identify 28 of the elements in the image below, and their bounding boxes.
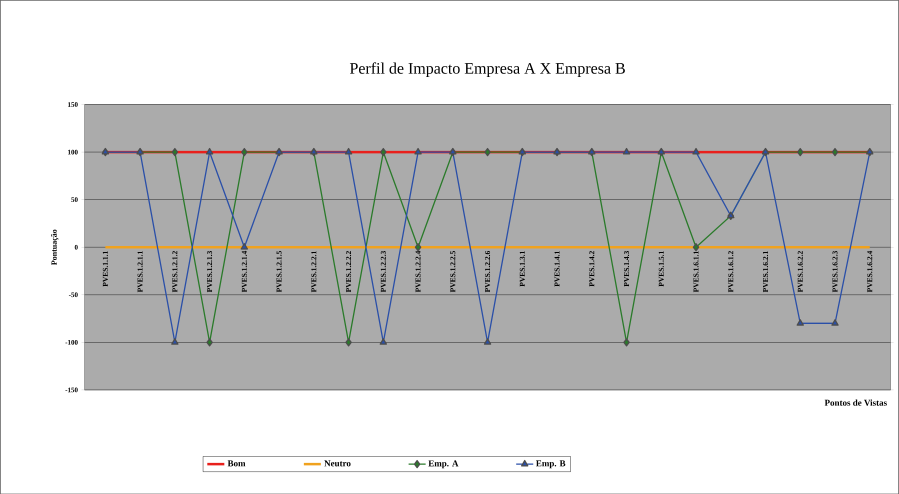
point (240, 242, 248, 250)
point (241, 148, 248, 156)
point (796, 148, 804, 156)
point (692, 242, 700, 252)
point (623, 338, 630, 346)
point (206, 338, 213, 346)
point (380, 338, 388, 345)
legend-label: Bom (228, 460, 246, 466)
x-axis-title: Pontos de Vistas (824, 399, 887, 406)
point (344, 148, 352, 154)
point (796, 318, 804, 326)
legend-label: Neutro (324, 460, 351, 466)
point (484, 148, 491, 156)
chart-title: Perfil de Impacto Empresa A X Empresa B (350, 62, 625, 77)
point (172, 148, 178, 156)
point (414, 242, 422, 252)
point (622, 148, 630, 154)
point (831, 318, 839, 326)
legend-label: Emp. A (428, 460, 458, 468)
point (380, 148, 387, 156)
legend-label: Emp. B (536, 460, 566, 468)
point (484, 338, 492, 345)
point (345, 338, 352, 346)
point (171, 338, 179, 345)
point (414, 148, 422, 154)
point (692, 148, 700, 154)
point (206, 148, 214, 154)
point (832, 148, 838, 156)
